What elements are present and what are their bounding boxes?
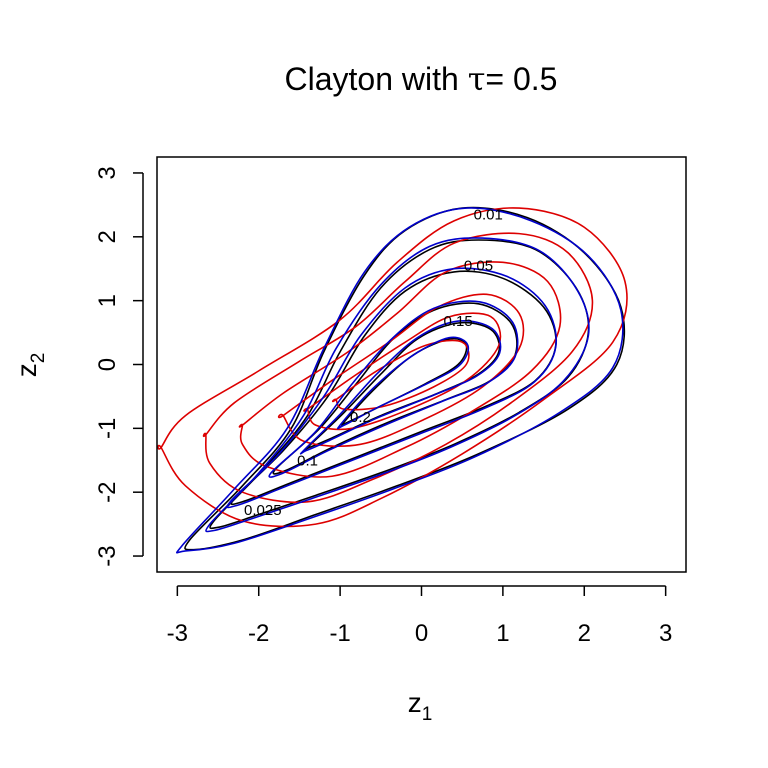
contour-line-level-0-05 [226,267,558,509]
plot-frame [156,156,687,573]
contour-line-level-0-15 [303,321,501,452]
y-tick-label: -3 [94,545,121,566]
y-tick-label: 3 [94,166,121,179]
contour-labels: 0.01 0.05 0.15 0.2 0.1 0.025 [244,206,503,519]
x-tick-label: 2 [578,620,591,647]
contour-line-level-0-025 [202,232,594,504]
x-axis: -3 -2 -1 0 1 2 3 [167,585,672,647]
contour-line-level-0-025 [205,237,590,533]
contour-line-level-0-15 [303,312,502,431]
contour-label: 0.025 [244,502,282,519]
x-tick-label: -2 [248,620,269,647]
contour-line-level-0-01 [157,207,628,528]
contour-lines [157,206,628,554]
x-tick-label: -1 [329,620,350,647]
chart-title: Clayton with τ= 0.5 [285,60,558,98]
x-tick-label: -3 [167,620,188,647]
contour-label: 0.2 [350,409,371,426]
y-axis: -3 -2 -1 0 1 2 3 [94,166,144,567]
y-tick-label: -1 [94,418,121,439]
x-tick-label: 3 [659,620,672,647]
contour-line-level-0-05 [238,261,562,478]
x-tick-label: 0 [415,620,428,647]
y-tick-label: 1 [94,294,121,307]
y-tick-label: 0 [94,358,121,371]
contour-label: 0.05 [464,258,493,275]
contour-line-level-0-15 [299,319,502,455]
contour-label: 0.15 [444,313,473,330]
contour-label: 0.1 [297,452,318,469]
contour-line-level-0-01 [176,207,624,554]
y-axis-label: z2 [11,353,49,378]
y-tick-label: 2 [94,230,121,243]
contour-line-level-0-2 [336,336,470,430]
contour-line-level-0-1 [268,300,519,478]
x-axis-label: z1 [408,687,433,725]
contour-label: 0.01 [474,206,503,223]
y-tick-label: -2 [94,482,121,503]
x-tick-label: 1 [496,620,509,647]
